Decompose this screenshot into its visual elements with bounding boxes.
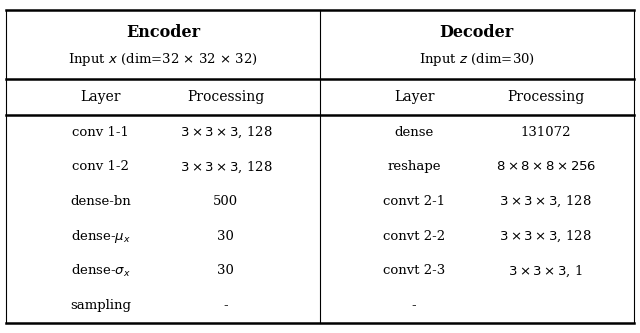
Text: convt 2-3: convt 2-3: [383, 264, 445, 277]
Text: 500: 500: [213, 195, 239, 208]
Text: 30: 30: [218, 230, 234, 243]
Text: dense-bn: dense-bn: [70, 195, 131, 208]
Text: convt 2-2: convt 2-2: [383, 230, 445, 243]
Text: $3 \times 3 \times 3$, 128: $3 \times 3 \times 3$, 128: [499, 194, 592, 209]
Text: Layer: Layer: [80, 90, 121, 104]
Text: Layer: Layer: [394, 90, 435, 104]
Text: Processing: Processing: [507, 90, 584, 104]
Text: $3 \times 3 \times 3$, 128: $3 \times 3 \times 3$, 128: [499, 228, 592, 244]
Text: conv 1-1: conv 1-1: [72, 126, 129, 139]
Text: 30: 30: [218, 264, 234, 277]
Text: -: -: [412, 299, 417, 312]
Text: -: -: [223, 299, 228, 312]
Text: sampling: sampling: [70, 299, 131, 312]
Text: Input $z$ (dim=30): Input $z$ (dim=30): [419, 51, 535, 68]
Text: $3 \times 3 \times 3$, 128: $3 \times 3 \times 3$, 128: [180, 159, 272, 174]
Text: dense-$\mu_x$: dense-$\mu_x$: [70, 228, 131, 245]
Text: Processing: Processing: [188, 90, 264, 104]
Text: dense-$\sigma_x$: dense-$\sigma_x$: [70, 263, 131, 279]
Text: $8 \times 8 \times 8 \times 256$: $8 \times 8 \times 8 \times 256$: [495, 161, 596, 173]
Text: dense: dense: [394, 126, 434, 139]
Text: conv 1-2: conv 1-2: [72, 161, 129, 173]
Text: 131072: 131072: [520, 126, 571, 139]
Text: $3 \times 3 \times 3$, 1: $3 \times 3 \times 3$, 1: [508, 263, 583, 279]
Text: convt 2-1: convt 2-1: [383, 195, 445, 208]
Text: Decoder: Decoder: [440, 24, 514, 41]
Text: Encoder: Encoder: [126, 24, 200, 41]
Text: $3 \times 3 \times 3$, 128: $3 \times 3 \times 3$, 128: [180, 125, 272, 140]
Text: reshape: reshape: [387, 161, 441, 173]
Text: Input $x$ (dim=32 $\times$ 32 $\times$ 32): Input $x$ (dim=32 $\times$ 32 $\times$ 3…: [68, 51, 258, 68]
